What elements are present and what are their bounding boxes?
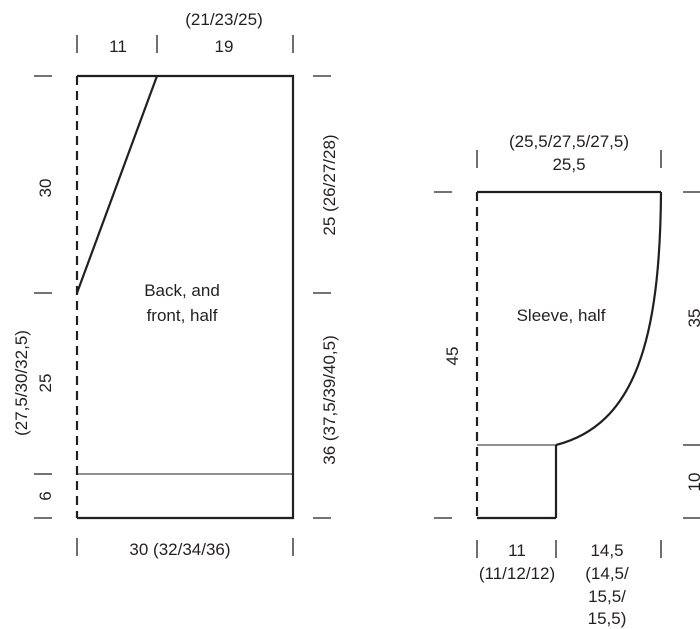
sleeve-curve-edge bbox=[555, 191, 663, 447]
sleeve-top-width-alt: (25,5/27,5/27,5) bbox=[509, 132, 629, 151]
sleeve-bottom-right-width-line3: 15,5/ bbox=[588, 587, 626, 606]
sleeve-right-height-bottom: 10 bbox=[685, 473, 700, 492]
sleeve-right-ticks bbox=[683, 191, 700, 519]
body-bottom-ticks bbox=[76, 538, 294, 556]
body-right-upper-height: 25 (26/27/28) bbox=[320, 134, 339, 235]
body-right-lower-height: 36 (37,5/39/40,5) bbox=[320, 335, 339, 464]
sleeve-label: Sleeve, half bbox=[517, 306, 606, 325]
sleeve-bottom-left-width: 11 bbox=[508, 541, 526, 560]
sleeve-left-height: 45 bbox=[443, 347, 462, 366]
body-top-ticks bbox=[76, 35, 294, 53]
body-left-upper-height: 30 bbox=[36, 179, 55, 198]
sleeve-right-height-top: 35 bbox=[685, 309, 700, 328]
body-right-ticks bbox=[313, 75, 331, 519]
body-outline bbox=[77, 74, 295, 520]
body-label-line1: Back, and bbox=[144, 281, 220, 300]
sleeve-bottom-left-width-alt: (11/12/12) bbox=[479, 564, 555, 583]
body-left-rib-height: 6 bbox=[36, 491, 55, 500]
sleeve-left-ticks bbox=[434, 191, 452, 519]
body-left-lower-height: 25 bbox=[36, 374, 55, 393]
body-top-right-width-alt: (21/23/25) bbox=[185, 10, 263, 29]
body-bottom-width: 30 (32/34/36) bbox=[129, 540, 230, 559]
sleeve-bottom-right-width-line1: 14,5 bbox=[590, 541, 623, 560]
sleeve-bottom-right-width-line2: (14,5/ bbox=[585, 564, 629, 583]
sleeve-top-width: 25,5 bbox=[552, 155, 585, 174]
sleeve-top-ticks bbox=[476, 150, 662, 168]
body-left-lower-height-alt: (27,5/30/32,5) bbox=[12, 330, 31, 436]
sleeve-bottom-ticks bbox=[476, 540, 662, 558]
body-top-left-width: 11 bbox=[109, 37, 127, 56]
body-label-line2: front, half bbox=[147, 306, 218, 325]
sleeve-bottom-right-width-line4: 15,5) bbox=[588, 609, 627, 628]
body-piece: Back, and front, half 11 (21/23/25) 19 3… bbox=[12, 10, 339, 559]
body-neckline bbox=[75, 75, 159, 294]
sleeve-piece: Sleeve, half (25,5/27,5/27,5) 25,5 45 35… bbox=[434, 132, 700, 628]
body-left-ticks bbox=[34, 75, 52, 519]
body-top-right-width: 19 bbox=[215, 37, 234, 56]
